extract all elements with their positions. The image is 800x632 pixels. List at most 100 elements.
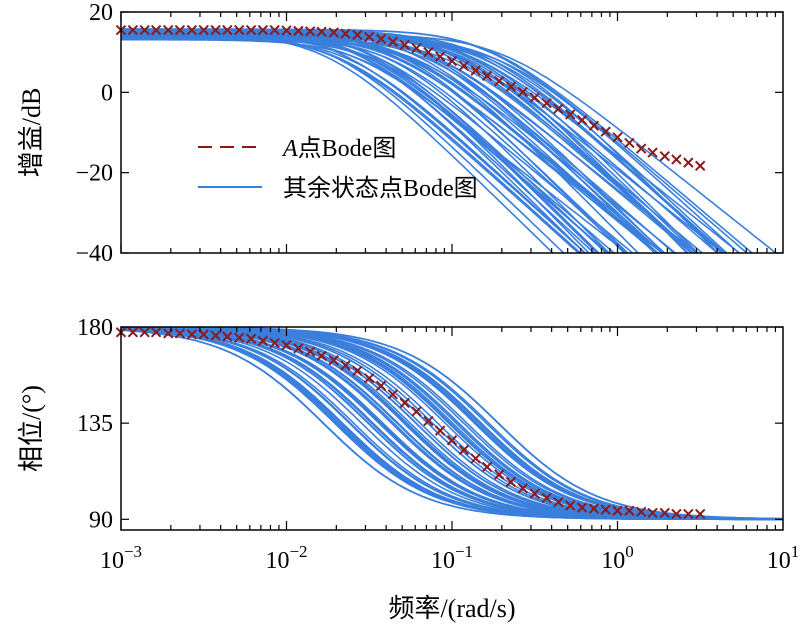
- point-a-marker: [363, 31, 375, 43]
- point-a-marker: [565, 500, 576, 511]
- point-a-marker: [423, 46, 434, 58]
- point-a-marker: [600, 126, 611, 137]
- point-a-marker: [647, 507, 658, 519]
- point-a-marker: [198, 24, 209, 36]
- gain-family-curve: [121, 31, 723, 253]
- point-a-marker: [174, 24, 186, 36]
- point-a-marker: [281, 25, 292, 36]
- point-a-marker: [150, 24, 162, 36]
- point-a-marker: [434, 425, 446, 436]
- point-a-marker: [588, 120, 600, 131]
- point-a-marker: [186, 24, 198, 36]
- point-a-marker: [683, 508, 694, 520]
- gain-family-curve: [121, 35, 611, 253]
- point-a-marker: [304, 26, 316, 37]
- point-a-marker: [494, 75, 505, 87]
- point-a-marker: [399, 39, 410, 51]
- axes-layer: 20 0 −20 −40 增益/dB 180 135 90 相位/(°) 10−3 10−2 10−1…: [17, 0, 799, 623]
- gain-family-curve: [121, 34, 580, 253]
- point-a-marker: [458, 444, 470, 456]
- point-a-marker: [434, 51, 446, 62]
- y-tick-label: 135: [77, 411, 113, 437]
- point-a-marker: [446, 55, 458, 67]
- legend-label-2: 其余状态点Bode图: [283, 175, 478, 202]
- point-a-marker: [411, 406, 422, 417]
- y-tick-label: 0: [101, 80, 113, 106]
- point-a-marker: [541, 97, 552, 109]
- point-a-marker: [363, 373, 375, 384]
- point-a-marker: [316, 26, 327, 37]
- point-a-marker: [505, 81, 517, 92]
- y-tick-label: −20: [75, 161, 113, 187]
- point-a-marker: [671, 508, 682, 520]
- point-a-marker: [340, 28, 351, 39]
- point-a-marker: [494, 469, 505, 480]
- gain-family-curve: [121, 32, 719, 253]
- point-a-marker: [565, 109, 576, 120]
- point-a-marker: [541, 492, 552, 504]
- gain-family-curve: [121, 36, 607, 253]
- gain-family-curve: [121, 34, 629, 253]
- point-a-marker: [245, 24, 257, 36]
- point-a-marker: [458, 60, 470, 72]
- point-a-marker: [293, 343, 304, 354]
- point-a-marker: [269, 24, 280, 36]
- point-a-marker: [694, 508, 706, 520]
- y-tick-label: −40: [75, 241, 113, 267]
- legend-label-1: A点Bode图: [281, 135, 396, 162]
- point-a-marker: [139, 327, 150, 338]
- point-a-marker: [340, 360, 351, 371]
- point-a-marker: [234, 24, 245, 36]
- x-tick-label: 10−1: [431, 542, 473, 574]
- point-a-marker: [186, 329, 198, 340]
- point-a-marker: [659, 507, 670, 519]
- point-a-marker: [423, 415, 434, 427]
- y-tick-label: 90: [89, 507, 113, 533]
- point-a-marker: [210, 24, 221, 36]
- phase-family-curve: [121, 327, 783, 521]
- point-a-marker: [245, 333, 257, 344]
- point-a-marker: [600, 504, 611, 515]
- point-a-marker: [139, 24, 150, 36]
- point-a-marker: [481, 461, 493, 473]
- point-a-marker: [529, 92, 540, 103]
- point-a-marker: [576, 114, 588, 126]
- point-a-marker: [517, 86, 529, 98]
- point-a-marker: [150, 327, 162, 338]
- point-a-marker: [612, 505, 623, 516]
- phase-family-curve: [121, 327, 783, 521]
- point-a-marker: [411, 42, 422, 54]
- x-axis-label: 频率/(rad/s): [388, 594, 515, 623]
- point-a-marker: [174, 328, 186, 339]
- point-a-marker: [505, 476, 517, 488]
- x-tick-label: 10−3: [100, 542, 142, 574]
- phase-family-curve: [121, 327, 783, 520]
- point-a-marker: [257, 24, 269, 36]
- phase-family-curves: [121, 327, 783, 521]
- point-a-marker: [553, 497, 564, 508]
- phase-family-curve: [121, 327, 783, 521]
- point-a-marker: [127, 24, 139, 36]
- gain-y-axis-label: 增益/dB: [17, 88, 46, 178]
- gain-family-curve: [121, 28, 749, 253]
- point-a-marker: [198, 329, 209, 340]
- point-a-marker: [316, 350, 327, 362]
- point-a-marker: [387, 36, 399, 47]
- point-a-marker: [694, 160, 706, 172]
- gain-family-curve: [121, 38, 741, 253]
- point-a-marker: [517, 483, 529, 494]
- point-a-marker: [529, 488, 540, 499]
- point-a-marker: [387, 389, 399, 400]
- point-a-marker: [671, 154, 682, 165]
- gain-point-a-series: [115, 24, 706, 172]
- point-a-marker: [399, 397, 410, 409]
- point-a-marker: [257, 335, 269, 347]
- point-a-marker: [624, 505, 635, 516]
- curve-layer: [115, 24, 783, 521]
- point-a-marker: [293, 25, 304, 37]
- phase-point-a-series: [115, 327, 706, 520]
- x-tick-label: 101: [767, 542, 800, 574]
- phase-family-curve: [121, 327, 783, 521]
